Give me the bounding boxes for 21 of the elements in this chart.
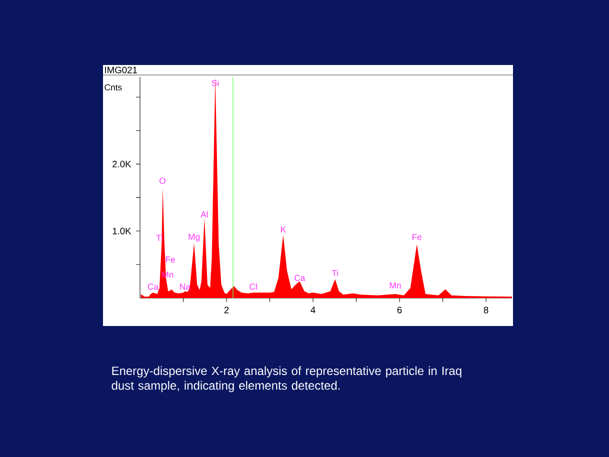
y-axis-title: Cnts — [104, 84, 122, 90]
annotation: Cl — [250, 283, 257, 290]
annotation: O — [160, 178, 166, 184]
annotation: Al — [200, 211, 208, 218]
y-tick-label: 1.0K — [112, 228, 132, 234]
annotation: Ca — [294, 274, 306, 281]
text: Energy-dispersive X-ray analysis of representative particle in Iraq dust sample, indicating elements detected. — [112, 366, 462, 392]
chart-title: IMG021 — [105, 66, 138, 74]
annotation: Fe — [166, 256, 175, 263]
x-tick-label: 2 — [224, 306, 229, 314]
y-tick-label: 2.0K — [112, 160, 132, 168]
annotation: Ti — [332, 270, 338, 276]
x-tick-label: 4 — [310, 306, 316, 314]
annotation: Fe — [412, 234, 422, 240]
annotation: Ca — [148, 284, 159, 290]
annotation: Si — [212, 80, 219, 86]
annotation: Mn — [390, 282, 401, 288]
x-tick-label: 6 — [397, 306, 402, 314]
x-tick-label: 8 — [484, 306, 488, 314]
annotation: K — [281, 226, 286, 232]
annotation: Mg — [188, 234, 200, 242]
